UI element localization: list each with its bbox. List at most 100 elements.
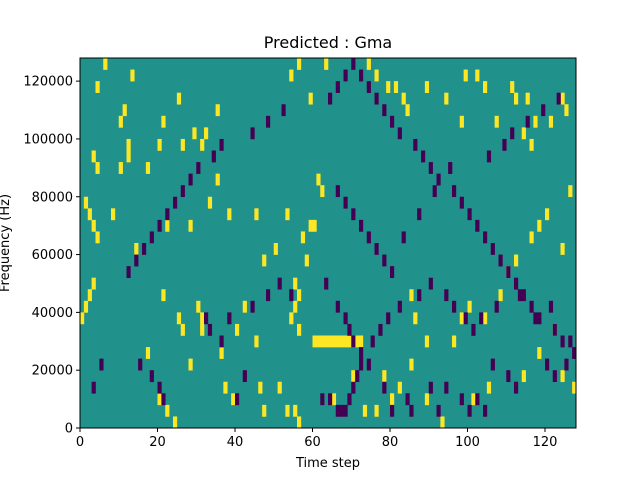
- heatmap-cell-high: [196, 300, 201, 313]
- heatmap-cell-high: [285, 404, 290, 417]
- y-tick-label: 80000: [32, 190, 73, 205]
- heatmap-cell-high: [83, 196, 89, 209]
- heatmap-cell-high: [300, 231, 306, 244]
- heatmap-cell-low: [533, 312, 538, 325]
- heatmap-cell-low: [560, 335, 565, 348]
- x-tick-label: 100: [455, 435, 480, 450]
- heatmap-cell-high: [308, 92, 313, 105]
- heatmap-cell-low: [196, 162, 201, 174]
- heatmap-cell-high: [494, 115, 499, 128]
- heatmap-cell-high: [514, 254, 519, 267]
- heatmap-cell-low: [541, 104, 546, 117]
- x-tick-label: 0: [76, 435, 84, 450]
- heatmap-cell-high: [188, 358, 193, 371]
- heatmap-cell-high: [293, 404, 298, 417]
- x-tick-label: 60: [304, 435, 321, 450]
- heatmap-cell-low: [378, 323, 383, 336]
- heatmap-cell-high: [145, 162, 151, 174]
- heatmap-cell-low: [514, 277, 519, 290]
- heatmap-cell-low: [463, 312, 468, 325]
- heatmap-cell-low: [343, 404, 348, 417]
- heatmap-cell-low: [417, 208, 422, 221]
- heatmap-cell-low: [277, 277, 282, 290]
- heatmap-cell-high: [165, 404, 170, 417]
- heatmap-cell-high: [262, 404, 267, 417]
- heatmap-cell-high: [200, 138, 205, 151]
- heatmap-cell-high: [118, 115, 123, 128]
- heatmap-cell-low: [444, 289, 449, 302]
- heatmap-cell-low: [572, 347, 577, 359]
- heatmap-cell-low: [467, 404, 472, 417]
- heatmap-cell-low: [180, 185, 185, 198]
- heatmap-cell-high: [413, 312, 418, 325]
- heatmap-cell-low: [428, 381, 433, 394]
- heatmap-cell-high: [145, 347, 151, 359]
- heatmap-cell-high: [471, 393, 476, 406]
- heatmap-cell-high: [95, 81, 100, 93]
- y-axis: 0 20000 40000 60000 80000 100000 120000: [23, 75, 80, 437]
- heatmap-cell-low: [510, 127, 515, 140]
- heatmap-cell-high: [475, 69, 480, 82]
- heatmap-cell-high: [537, 219, 542, 232]
- heatmap-cell-low: [490, 243, 495, 255]
- heatmap-cell-low: [421, 150, 426, 163]
- heatmap-cell-low: [409, 404, 414, 417]
- heatmap-cell-high: [366, 58, 371, 70]
- heatmap-cell-high: [161, 289, 166, 302]
- heatmap-cell-low: [382, 254, 387, 267]
- heatmap-cell-high: [235, 323, 240, 336]
- heatmap-cell-high: [397, 381, 402, 394]
- heatmap-cell-high: [308, 219, 313, 232]
- heatmap-cell-low: [444, 381, 449, 394]
- heatmap-cell-high: [157, 138, 162, 151]
- heatmap-cell-high: [424, 81, 430, 93]
- heatmap-cell-high: [192, 127, 197, 140]
- heatmap-cell-high: [545, 208, 550, 221]
- heatmap-cell-low: [351, 381, 356, 394]
- heatmap-cell-high: [215, 104, 220, 117]
- x-tick-label: 120: [533, 435, 558, 450]
- heatmap-cell-low: [490, 358, 495, 371]
- heatmap-cell-low: [347, 323, 352, 336]
- heatmap-cell-low: [374, 92, 379, 105]
- heatmap-cell-low: [204, 312, 209, 325]
- heatmap-cell-low: [483, 404, 488, 417]
- x-tick-label: 40: [227, 435, 244, 450]
- heatmap-cell-high: [173, 416, 178, 429]
- heatmap-cell-high: [122, 104, 127, 117]
- heatmap-cell-high: [362, 404, 368, 417]
- heatmap-cell-high: [277, 381, 282, 394]
- heatmap-cell-low: [335, 300, 340, 313]
- heatmap-cell-low: [459, 393, 464, 406]
- heatmap-cell-high: [529, 138, 534, 151]
- heatmap-cell-low: [351, 208, 356, 221]
- heatmap-cell-high: [331, 393, 337, 406]
- heatmap-cell-low: [242, 370, 247, 383]
- heatmap-cell-low: [126, 266, 131, 278]
- heatmap-cell-low: [157, 381, 162, 394]
- heatmap-cell-low: [405, 393, 410, 406]
- heatmap-cell-low: [545, 358, 550, 371]
- heatmap-cell-high: [316, 173, 321, 186]
- heatmap-cell-high: [564, 104, 569, 117]
- heatmap-cell-high: [351, 370, 356, 383]
- heatmap-cell-high: [347, 335, 352, 348]
- heatmap-cell-high: [87, 289, 92, 302]
- y-tick-label: 60000: [32, 248, 73, 263]
- heatmap-cell-high: [304, 254, 309, 267]
- heatmap-cell-low: [436, 404, 441, 417]
- heatmap-cell-low: [343, 69, 348, 82]
- heatmap-cell-high: [297, 58, 302, 70]
- heatmap-cell-high: [355, 335, 360, 348]
- heatmap-cell-high: [409, 358, 414, 371]
- heatmap-cell-low: [370, 335, 375, 348]
- heatmap-cell-low: [266, 115, 271, 128]
- heatmap-cell-low: [382, 381, 387, 394]
- heatmap-cell-low: [417, 289, 422, 302]
- plot-area: [79, 57, 577, 429]
- x-axis: 0 20 40 60 80 100 120: [76, 428, 558, 450]
- heatmap-cell-high: [176, 312, 182, 325]
- heatmap-cell-high: [401, 92, 406, 105]
- x-tick-label: 20: [149, 435, 166, 450]
- heatmap-cell-low: [359, 358, 364, 371]
